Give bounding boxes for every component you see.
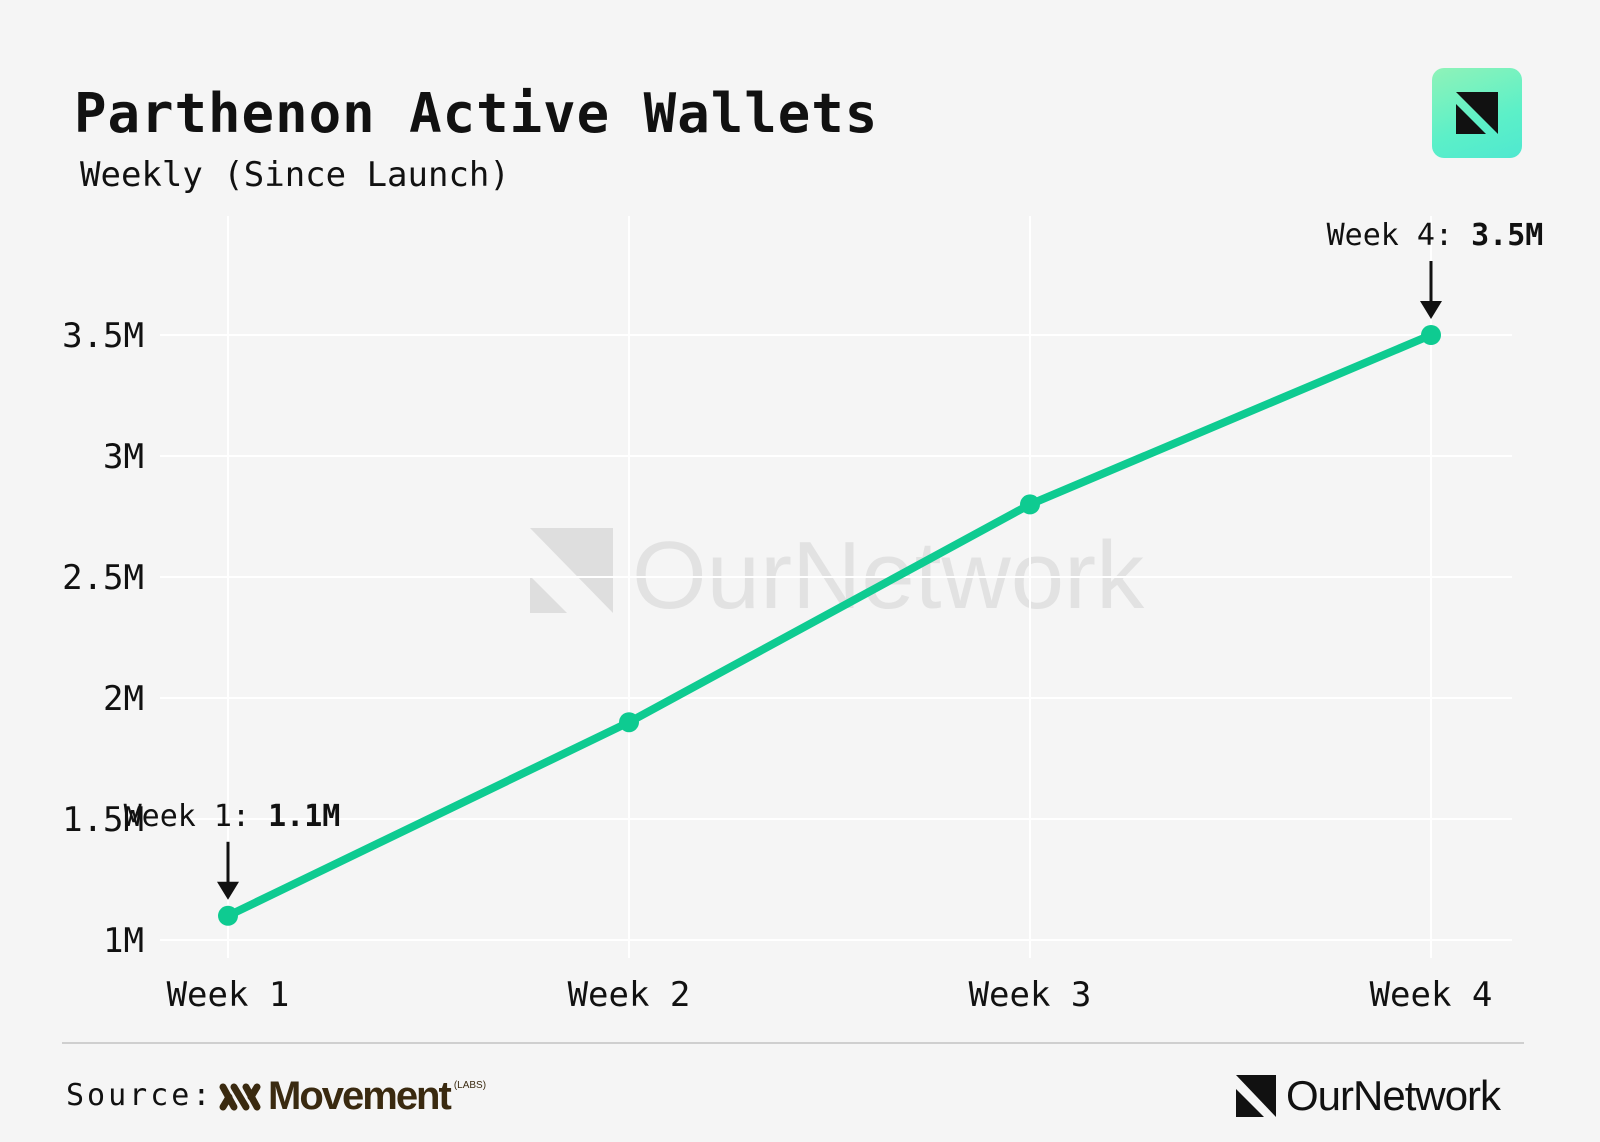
ournetwork-logo-icon (1236, 1075, 1276, 1117)
y-tick-label: 3.5M (62, 316, 144, 356)
source-logo: Movement (LABS) (218, 1074, 486, 1119)
data-point (1421, 325, 1441, 345)
series-line (224, 331, 1435, 920)
x-tick-label: Week 3 (969, 975, 1092, 1015)
movement-logo-icon (219, 1083, 261, 1110)
brand-name: OurNetwork (1286, 1072, 1501, 1119)
annotation-arrowhead (217, 881, 239, 900)
data-point (619, 712, 639, 733)
annotation-arrowhead (1420, 301, 1442, 319)
source-name: Movement (268, 1074, 452, 1118)
ournetwork-badge-icon (1432, 68, 1522, 158)
source-tag: (LABS) (453, 1080, 487, 1091)
watermark-text: OurNetwork (632, 522, 1145, 629)
annotation-label: Week 1: 1.1M (124, 799, 341, 834)
line-chart: OurNetwork 1M 1.5M 2M 2.5M 3M 3.5M Week 1 Week… (62, 216, 1544, 1015)
y-tick-label: 1M (103, 921, 144, 961)
chart-title: Parthenon Active Wallets (74, 82, 879, 145)
chart-subtitle: Weekly (Since Launch) (80, 155, 510, 195)
watermark: OurNetwork (530, 522, 1145, 629)
y-tick-label: 2M (103, 679, 144, 719)
source-label: Source: (66, 1078, 214, 1113)
data-point (218, 905, 238, 926)
y-tick-label: 3M (103, 437, 144, 477)
x-tick-label: Week 2 (568, 975, 691, 1015)
annotation-label: Week 4: 3.5M (1327, 218, 1544, 253)
x-tick-label: Week 4 (1370, 975, 1493, 1015)
data-point (1020, 494, 1040, 515)
x-tick-label: Week 1 (167, 975, 290, 1015)
footer-divider (62, 1042, 1524, 1044)
brand-logo: OurNetwork (1236, 1072, 1501, 1120)
y-tick-label: 1.5M (62, 800, 144, 840)
y-tick-label: 2.5M (62, 558, 144, 598)
